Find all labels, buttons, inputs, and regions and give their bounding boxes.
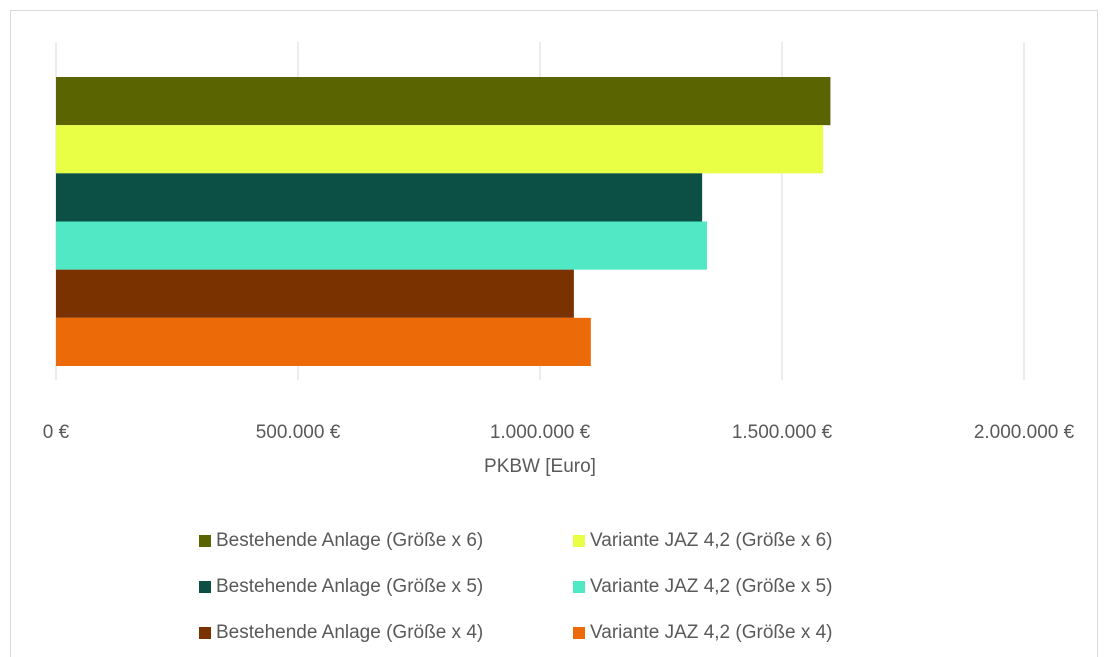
legend-swatch <box>573 581 585 593</box>
x-axis-title: PKBW [Euro] <box>484 456 596 477</box>
legend-label: Bestehende Anlage (Größe x 6) <box>216 530 483 551</box>
legend-swatch <box>199 627 211 639</box>
x-tick-label: 2.000.000 € <box>974 422 1075 443</box>
legend-label: Bestehende Anlage (Größe x 4) <box>216 622 483 643</box>
x-tick-label: 1.000.000 € <box>490 422 591 443</box>
bar <box>56 173 703 222</box>
legend-label: Variante JAZ 4,2 (Größe x 4) <box>590 622 833 643</box>
legend-label: Variante JAZ 4,2 (Größe x 5) <box>590 576 833 597</box>
legend-swatch <box>199 581 211 593</box>
x-tick-label: 500.000 € <box>256 422 341 443</box>
bar <box>56 269 574 318</box>
x-tick-label: 0 € <box>43 422 70 443</box>
x-tick-label: 1.500.000 € <box>732 422 833 443</box>
bar <box>56 221 707 270</box>
chart-border <box>10 10 1098 657</box>
legend-swatch <box>573 535 585 547</box>
legend-swatch <box>199 535 211 547</box>
legend-label: Variante JAZ 4,2 (Größe x 6) <box>590 530 833 551</box>
bar <box>56 317 591 366</box>
bar <box>56 125 824 174</box>
legend-swatch <box>573 627 585 639</box>
legend-label: Bestehende Anlage (Größe x 5) <box>216 576 483 597</box>
bar <box>56 77 831 126</box>
